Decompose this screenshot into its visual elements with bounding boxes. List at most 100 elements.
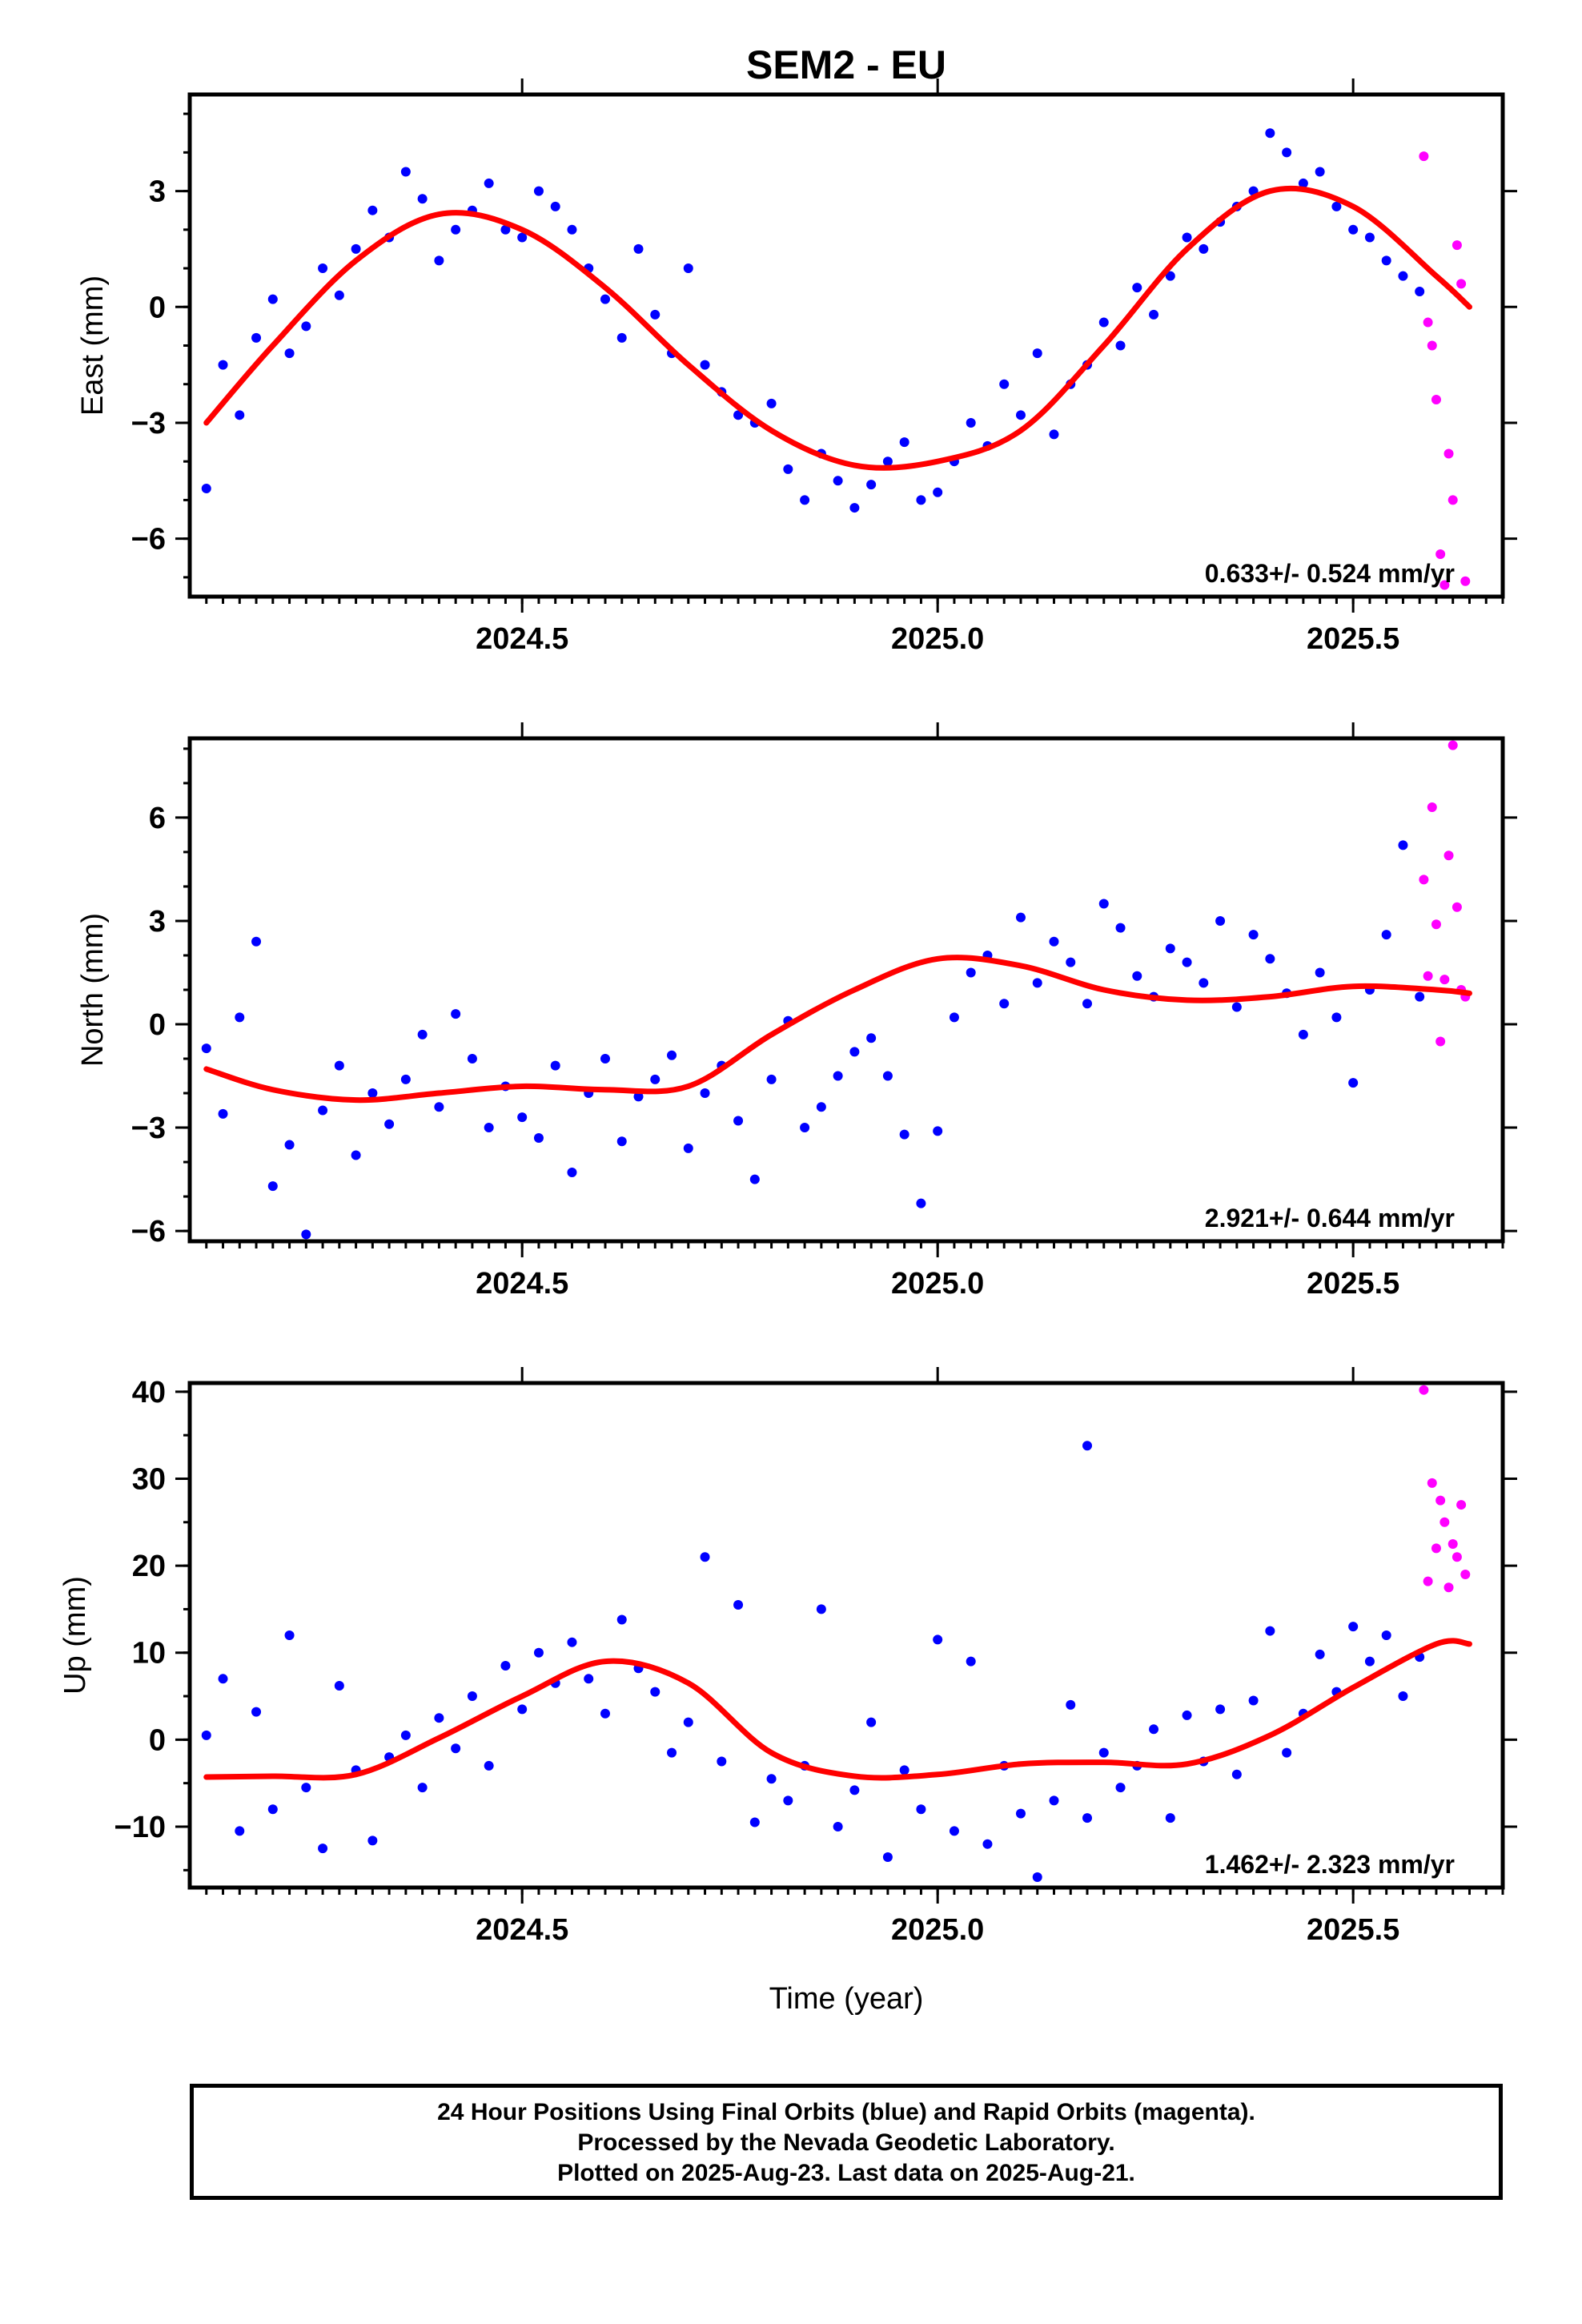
final-orbit-point	[517, 1112, 528, 1123]
final-orbit-point	[933, 1634, 943, 1645]
final-orbit-point	[218, 1674, 228, 1684]
final-orbit-point	[451, 1009, 461, 1019]
final-orbit-point	[1049, 936, 1059, 947]
final-orbit-point	[1182, 957, 1192, 967]
final-orbit-point	[700, 1552, 710, 1562]
final-orbit-point	[650, 1687, 661, 1697]
final-orbit-point	[1049, 429, 1059, 440]
x-tick-label: 2025.5	[1307, 1913, 1399, 1947]
final-orbit-point	[1265, 954, 1275, 964]
rapid-orbit-point	[1439, 580, 1450, 590]
final-orbit-point	[484, 178, 494, 188]
y-tick-label: 6	[149, 802, 166, 835]
final-orbit-point	[235, 1826, 245, 1836]
final-orbit-point	[1015, 912, 1026, 923]
final-orbit-point	[1115, 923, 1126, 933]
final-orbit-point	[783, 464, 793, 474]
final-orbit-point	[1066, 1699, 1076, 1710]
final-orbit-point	[916, 1804, 926, 1815]
final-orbit-point	[1132, 971, 1142, 981]
final-orbit-point	[933, 487, 943, 497]
final-orbit-point	[201, 1043, 211, 1054]
final-orbit-point	[1049, 1795, 1059, 1806]
final-orbit-point	[584, 1674, 594, 1684]
figure-title: SEM2 - EU	[746, 42, 946, 87]
final-orbit-point	[533, 1132, 544, 1143]
final-orbit-point	[1015, 410, 1026, 420]
final-orbit-point	[683, 263, 693, 274]
final-orbit-point	[351, 243, 361, 254]
final-orbit-point	[650, 1074, 661, 1084]
final-orbit-point	[267, 294, 278, 304]
final-orbit-point	[1032, 348, 1042, 359]
final-orbit-point	[700, 1088, 710, 1099]
final-orbit-point	[1348, 224, 1359, 235]
final-orbit-point	[218, 360, 228, 370]
rapid-orbit-point	[1427, 1478, 1437, 1488]
final-orbit-point	[301, 1229, 311, 1240]
rapid-orbit-point	[1431, 395, 1441, 405]
model-fit-line	[203, 1638, 1472, 1781]
caption-line-2: Processed by the Nevada Geodetic Laborat…	[577, 2129, 1115, 2156]
rapid-orbit-point	[1423, 971, 1433, 981]
final-orbit-point	[916, 1198, 926, 1208]
final-orbit-point	[1348, 1078, 1359, 1088]
final-orbit-point	[899, 1765, 909, 1775]
final-orbit-point	[949, 1826, 959, 1836]
plot-frame	[187, 1381, 1505, 1890]
final-orbit-point	[251, 1707, 262, 1717]
final-orbit-point	[484, 1123, 494, 1133]
final-orbit-point	[267, 1804, 278, 1815]
final-orbit-point	[1248, 1695, 1259, 1706]
rapid-orbit-point	[1427, 340, 1437, 351]
final-orbit-point	[1231, 1769, 1242, 1779]
velocity-rate-label: 2.921+/- 0.644 mm/yr	[1205, 1204, 1455, 1232]
plot-frame	[187, 736, 1505, 1244]
y-axis-label: East (mm)	[76, 275, 110, 416]
final-orbit-point	[816, 1102, 826, 1112]
panel-up: 2024.5 2025.0 2025.5 40 30 20 10 0 −10 Up (mm) 1.4…	[58, 1367, 1517, 1947]
final-orbit-point	[367, 1835, 378, 1846]
final-orbit-point	[201, 1730, 211, 1740]
model-fit-line	[203, 955, 1472, 1104]
y-tick-label: 0	[149, 1723, 166, 1757]
final-orbit-point	[1066, 957, 1076, 967]
final-orbit-point	[849, 503, 860, 513]
rapid-orbit-point	[1452, 902, 1462, 912]
final-orbit-point	[251, 936, 262, 947]
final-orbit-point	[1199, 978, 1209, 988]
final-orbit-point	[1381, 255, 1391, 266]
final-orbit-point	[567, 1637, 577, 1647]
plot-area	[201, 740, 1472, 1240]
final-orbit-point	[616, 1136, 627, 1147]
final-orbit-point	[933, 1126, 943, 1136]
final-orbit-point	[1231, 1002, 1242, 1012]
final-orbit-point	[733, 410, 744, 420]
final-orbit-point	[1398, 271, 1408, 281]
final-orbit-point	[550, 1060, 560, 1071]
final-orbit-point	[533, 186, 544, 196]
final-orbit-point	[816, 1604, 826, 1614]
rapid-orbit-point	[1439, 975, 1450, 985]
final-orbit-point	[1298, 178, 1308, 188]
final-orbit-point	[1415, 286, 1425, 296]
final-orbit-point	[849, 1785, 860, 1795]
final-orbit-point	[417, 1783, 428, 1793]
final-orbit-point	[1149, 309, 1159, 320]
final-orbit-point	[284, 1140, 295, 1150]
y-tick-label: 40	[132, 1376, 166, 1409]
rapid-orbit-point	[1419, 151, 1429, 162]
y-tick-label: 20	[132, 1550, 166, 1583]
final-orbit-point	[1415, 991, 1425, 1002]
rapid-orbit-point	[1452, 240, 1462, 251]
final-orbit-point	[318, 1844, 328, 1854]
final-orbit-point	[650, 309, 661, 320]
final-orbit-point	[966, 1656, 976, 1667]
rapid-orbit-point	[1447, 1538, 1458, 1549]
final-orbit-point	[1348, 1622, 1359, 1632]
final-orbit-point	[866, 1033, 877, 1043]
x-tick-label: 2025.0	[891, 622, 984, 656]
final-orbit-point	[1215, 1704, 1226, 1715]
final-orbit-point	[766, 398, 777, 408]
